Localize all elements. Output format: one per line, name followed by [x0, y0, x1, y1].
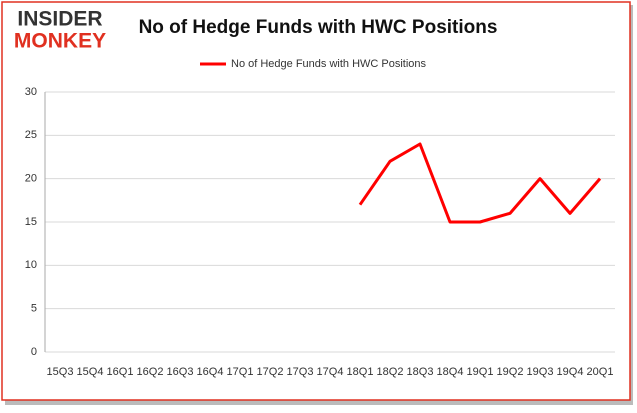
x-tick-label: 18Q4 — [437, 366, 464, 378]
x-tick-label: 17Q1 — [227, 366, 254, 378]
y-tick-label: 20 — [25, 173, 37, 185]
logo-top: INSIDER — [17, 8, 102, 31]
x-tick-label: 19Q1 — [467, 366, 494, 378]
x-tick-label: 19Q3 — [527, 366, 554, 378]
x-tick-label: 18Q2 — [377, 366, 404, 378]
y-tick-label: 30 — [25, 86, 37, 98]
frame — [1, 1, 631, 401]
x-tick-label: 15Q3 — [47, 366, 74, 378]
x-tick-label: 16Q1 — [107, 366, 134, 378]
x-tick-label: 18Q1 — [347, 366, 374, 378]
y-tick-label: 0 — [31, 346, 37, 358]
x-tick-label: 17Q2 — [257, 366, 284, 378]
y-tick-label: 5 — [31, 303, 37, 315]
x-tick-label: 17Q3 — [287, 366, 314, 378]
chart-title: No of Hedge Funds with HWC Positions — [139, 17, 498, 38]
x-tick-label: 19Q2 — [497, 366, 524, 378]
x-tick-label: 20Q1 — [587, 366, 614, 378]
y-tick-label: 15 — [25, 216, 37, 228]
x-tick-label: 18Q3 — [407, 366, 434, 378]
x-tick-label: 15Q4 — [77, 366, 104, 378]
y-tick-label: 25 — [25, 129, 37, 141]
data-line — [358, 142, 602, 224]
x-tick-label: 16Q4 — [197, 366, 224, 378]
legend-label: No of Hedge Funds with HWC Positions — [231, 58, 427, 70]
x-tick-label: 19Q4 — [557, 366, 584, 378]
x-tick-label: 17Q4 — [317, 366, 344, 378]
y-tick-label: 10 — [25, 259, 37, 271]
x-tick-label: 16Q2 — [137, 366, 164, 378]
x-tick-label: 16Q3 — [167, 366, 194, 378]
logo-bottom: MONKEY — [14, 30, 106, 53]
